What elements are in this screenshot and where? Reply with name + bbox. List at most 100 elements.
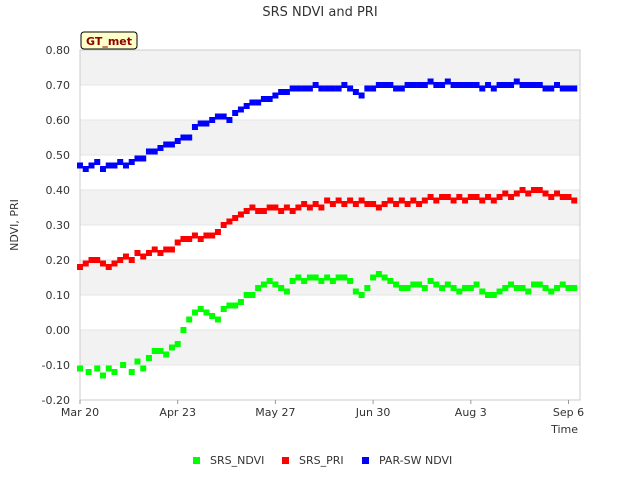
data-point: [347, 197, 354, 204]
data-point: [559, 194, 566, 200]
data-point: [502, 82, 509, 88]
series-2: [77, 187, 578, 270]
data-point: [496, 82, 503, 88]
data-point: [496, 194, 503, 200]
data-point: [450, 82, 457, 88]
data-point: [352, 89, 359, 95]
data-point: [398, 85, 405, 92]
x-tick-label: Sep 6: [553, 406, 584, 419]
data-point: [335, 85, 342, 92]
y-tick-label: 0.40: [46, 184, 71, 197]
data-point: [77, 162, 83, 169]
data-point: [243, 208, 250, 214]
data-point: [151, 148, 158, 155]
data-point: [324, 85, 331, 92]
data-point: [519, 187, 526, 193]
legend-item[interactable]: SRS_NDVI: [193, 454, 264, 467]
chart-title: SRS NDVI and PRI: [262, 5, 377, 20]
legend-item[interactable]: SRS_PRI: [282, 454, 344, 467]
data-point: [387, 82, 394, 88]
data-point: [191, 124, 198, 130]
data-point: [427, 78, 434, 85]
data-point: [347, 85, 354, 92]
data-point: [278, 208, 285, 214]
data-point: [203, 120, 210, 127]
data-point: [220, 113, 227, 120]
x-tick-label: Jun 30: [355, 406, 391, 419]
y-tick-label: 0.80: [46, 44, 71, 57]
data-point: [105, 162, 112, 169]
data-point: [358, 92, 365, 99]
data-point: [318, 278, 325, 284]
data-point: [508, 82, 515, 88]
data-point: [381, 201, 388, 207]
data-point: [220, 306, 227, 312]
data-point: [398, 285, 405, 291]
data-point: [375, 204, 382, 211]
data-point: [295, 85, 302, 92]
data-point: [525, 288, 532, 295]
data-point: [237, 211, 244, 218]
badge-label: GT_met: [86, 35, 132, 48]
data-point: [467, 82, 474, 88]
legend-swatch: [193, 457, 200, 464]
data-point: [404, 82, 411, 88]
data-point: [99, 372, 106, 379]
data-point: [145, 148, 152, 155]
gt-met-badge[interactable]: GT_met: [80, 31, 138, 50]
data-point: [513, 285, 520, 291]
data-point: [554, 82, 561, 88]
data-point: [94, 365, 101, 372]
data-point: [410, 197, 417, 204]
data-point: [456, 82, 463, 88]
data-point: [444, 281, 451, 288]
data-point: [174, 341, 181, 347]
data-point: [513, 190, 520, 197]
data-point: [209, 117, 216, 123]
data-point: [272, 204, 279, 211]
data-point: [278, 89, 285, 95]
data-point: [243, 292, 250, 298]
data-point: [508, 194, 515, 200]
data-point: [571, 85, 578, 92]
data-point: [255, 285, 262, 291]
data-point: [122, 253, 129, 260]
data-point: [358, 197, 365, 204]
y-tick-label: 0.10: [46, 289, 71, 302]
data-point: [128, 369, 135, 375]
data-point: [174, 138, 181, 144]
data-point: [151, 246, 158, 253]
data-point: [99, 260, 106, 267]
data-point: [329, 278, 336, 284]
data-point: [214, 113, 221, 120]
data-point: [117, 159, 124, 165]
data-point: [565, 194, 572, 200]
data-point: [318, 85, 325, 92]
data-point: [490, 292, 497, 298]
data-point: [88, 257, 95, 263]
legend-item[interactable]: PAR-SW NDVI: [362, 454, 452, 467]
data-point: [249, 292, 256, 298]
data-point: [232, 110, 239, 116]
data-point: [94, 257, 101, 263]
data-point: [364, 201, 371, 207]
data-point: [237, 106, 244, 113]
data-point: [203, 309, 210, 316]
legend-swatch: [362, 457, 369, 464]
data-point: [559, 281, 566, 288]
data-point: [421, 82, 428, 88]
data-point: [525, 82, 532, 88]
data-point: [266, 96, 273, 102]
data-point: [140, 253, 147, 260]
data-point: [163, 351, 170, 358]
data-point: [571, 285, 578, 291]
data-point: [393, 85, 400, 92]
data-point: [237, 299, 244, 305]
data-point: [427, 194, 434, 200]
data-point: [554, 285, 561, 291]
data-point: [444, 78, 451, 85]
data-point: [485, 194, 492, 200]
background-bands: [80, 50, 580, 365]
data-point: [329, 85, 336, 92]
